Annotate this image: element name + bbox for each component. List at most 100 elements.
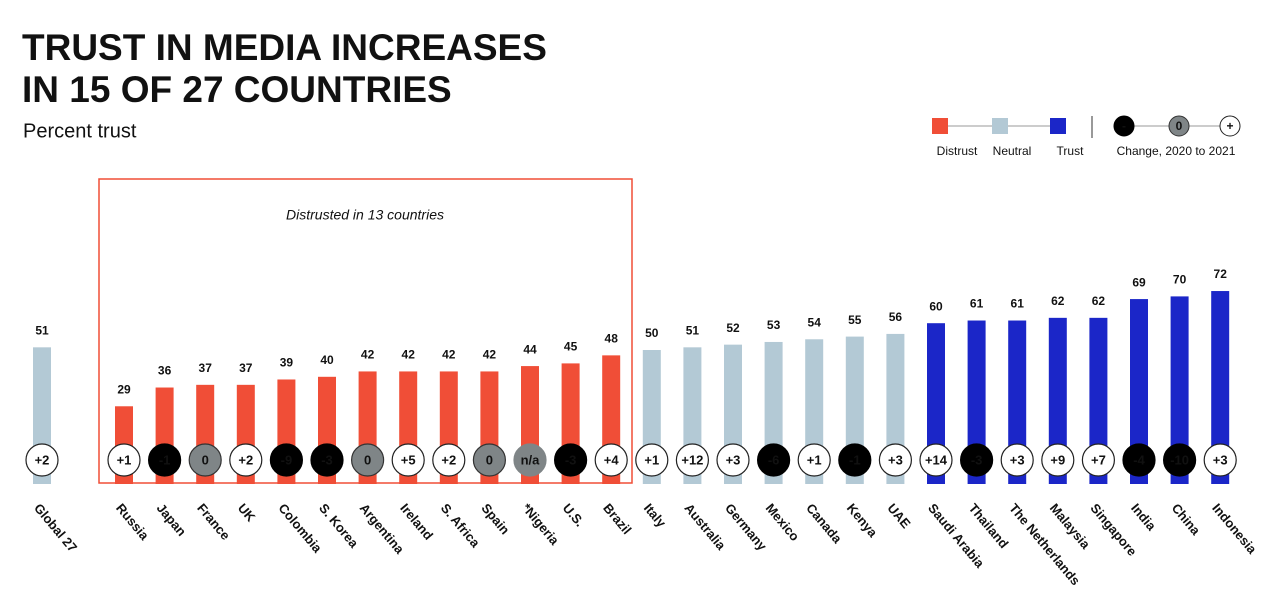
chart-subtitle: Percent trust xyxy=(23,120,137,142)
change-label: +2 xyxy=(35,452,50,467)
change-label: n/a xyxy=(521,452,541,467)
change-label: +7 xyxy=(1091,452,1106,467)
change-badge xyxy=(756,443,791,477)
x-tick-label: Mexico xyxy=(763,500,803,543)
chart-title: TRUST IN MEDIA INCREASES xyxy=(22,27,547,68)
x-tick-label: UAE xyxy=(884,500,913,531)
legend-label: Neutral xyxy=(993,144,1032,158)
value-label: 69 xyxy=(1132,275,1146,289)
legend-badge-label: + xyxy=(1226,119,1233,133)
value-label: 48 xyxy=(605,332,619,346)
change-badge xyxy=(1081,443,1116,477)
bar xyxy=(1170,296,1189,484)
change-label: -3 xyxy=(971,452,983,467)
x-tick-label: Brazil xyxy=(600,500,634,537)
value-label: 45 xyxy=(564,340,578,354)
x-tick-label: *Nigeria xyxy=(519,500,563,548)
legend-badge xyxy=(1219,115,1241,137)
change-badge xyxy=(1162,443,1197,477)
change-badge xyxy=(432,443,466,477)
value-label: 42 xyxy=(361,348,375,362)
change-badge xyxy=(1122,443,1156,477)
change-badge xyxy=(675,443,710,477)
chart-title: IN 15 OF 27 COUNTRIES xyxy=(22,69,452,110)
x-tick-label: China xyxy=(1169,500,1204,538)
bar xyxy=(1130,299,1148,484)
change-label: +1 xyxy=(644,452,659,467)
x-tick-label: Indonesia xyxy=(1209,500,1260,557)
x-tick-label: Germany xyxy=(722,500,770,553)
value-label: 54 xyxy=(808,315,822,329)
legend-swatch xyxy=(932,118,948,134)
value-label: 29 xyxy=(117,382,131,396)
change-label: -10 xyxy=(1170,452,1189,467)
change-label: +1 xyxy=(117,452,132,467)
legend-label: Trust xyxy=(1057,144,1085,158)
change-badge xyxy=(229,443,263,477)
value-label: 61 xyxy=(970,297,984,311)
value-label: 62 xyxy=(1092,294,1106,308)
change-label: +14 xyxy=(925,452,948,467)
change-label: -9 xyxy=(281,452,293,467)
bar xyxy=(927,323,945,484)
change-label: -1 xyxy=(159,452,171,467)
change-label: 0 xyxy=(364,452,371,467)
annotation: Distrusted in 13 countries xyxy=(286,207,444,223)
value-label: 70 xyxy=(1173,273,1187,287)
change-label: +3 xyxy=(1010,452,1025,467)
change-badge xyxy=(594,443,628,477)
value-label: 44 xyxy=(523,342,537,356)
change-label: +4 xyxy=(604,452,620,467)
value-label: 42 xyxy=(402,348,416,362)
value-label: 61 xyxy=(1011,297,1025,311)
change-label: +12 xyxy=(681,452,703,467)
change-label: -4 xyxy=(1133,452,1145,467)
change-label: 0 xyxy=(486,452,493,467)
change-badge xyxy=(107,443,141,477)
x-tick-label: Ireland xyxy=(397,500,436,542)
change-label: +3 xyxy=(1213,452,1228,467)
x-tick-label: Italy xyxy=(641,500,670,530)
change-badge xyxy=(1203,443,1237,477)
value-label: 56 xyxy=(889,310,903,324)
x-tick-label: Canada xyxy=(803,500,845,546)
change-badge xyxy=(148,443,182,477)
change-label: -6 xyxy=(768,452,780,467)
x-tick-label: Kenya xyxy=(844,500,881,540)
value-label: 53 xyxy=(767,318,781,332)
legend-label: Distrust xyxy=(937,144,978,158)
value-label: 36 xyxy=(158,364,172,378)
legend-badge-label: - xyxy=(1122,119,1126,133)
x-tick-label: Russia xyxy=(113,500,152,543)
value-label: 60 xyxy=(929,299,943,313)
change-badge xyxy=(472,443,506,477)
change-badge xyxy=(25,443,59,477)
change-label: -1 xyxy=(849,452,861,467)
change-label: +2 xyxy=(441,452,456,467)
bar xyxy=(1211,291,1230,484)
value-label: 50 xyxy=(645,326,659,340)
value-label: 37 xyxy=(239,361,253,375)
x-tick-label: Japan xyxy=(154,500,190,538)
x-tick-label: U.S. xyxy=(560,500,588,529)
change-label: 0 xyxy=(202,452,209,467)
value-label: 40 xyxy=(320,353,334,367)
change-label: -3 xyxy=(321,452,333,467)
change-badge xyxy=(919,443,953,477)
bar xyxy=(967,320,986,484)
x-tick-label: UK xyxy=(235,500,259,524)
x-tick-label: Spain xyxy=(478,500,512,537)
bar xyxy=(1089,317,1108,484)
change-badge xyxy=(797,443,831,477)
value-label: 62 xyxy=(1051,294,1065,308)
change-badge xyxy=(188,443,222,477)
change-label: +2 xyxy=(238,452,253,467)
value-label: 72 xyxy=(1214,267,1228,281)
x-tick-label: Global 27 xyxy=(31,500,80,554)
value-label: 42 xyxy=(442,348,456,362)
legend-badge xyxy=(1168,115,1190,137)
change-badge xyxy=(716,443,750,477)
change-label: -3 xyxy=(565,452,577,467)
bar xyxy=(1008,320,1027,484)
